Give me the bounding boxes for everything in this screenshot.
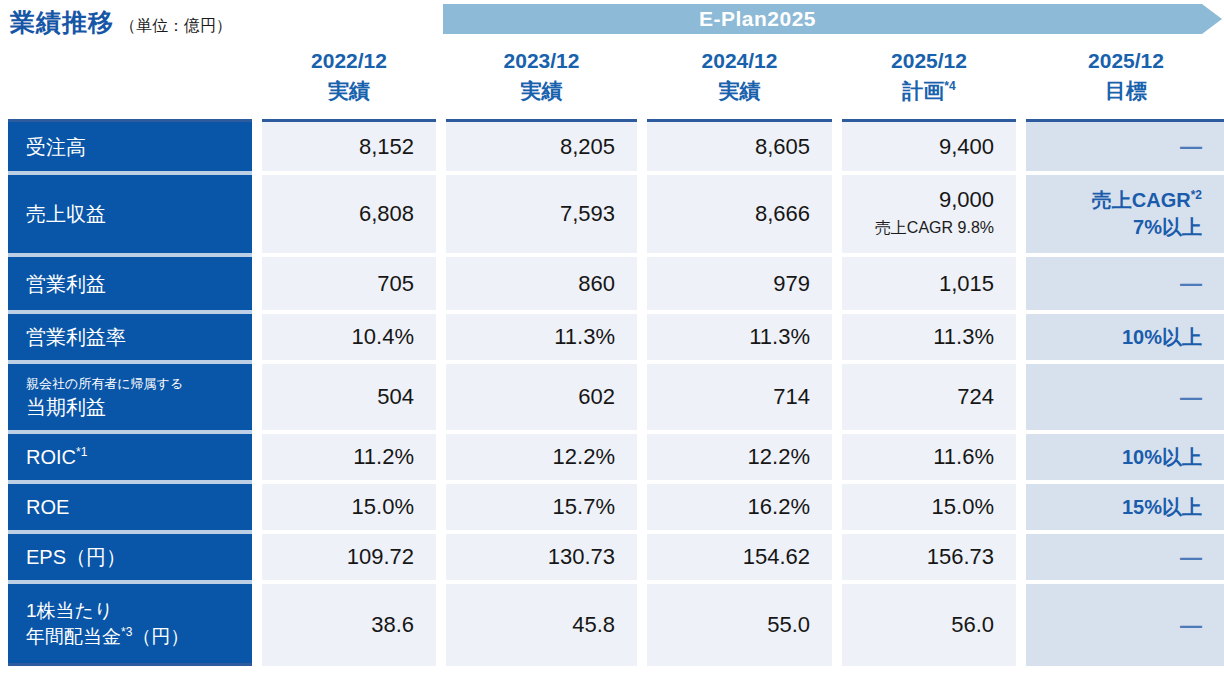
performance-table: 2022/12 実績 2023/12 実績 2024/12 実績 2025/12… xyxy=(8,44,1224,666)
row-op-profit-label: 営業利益 xyxy=(8,257,252,310)
cell-roe-2022: 15.0% xyxy=(262,484,436,530)
row-orders-label: 受注高 xyxy=(8,119,252,171)
cell-op-margin-2024: 11.3% xyxy=(647,314,832,360)
column-header-2022-actual: 2022/12 実績 xyxy=(262,44,436,115)
column-header-2025-plan: 2025/12 計画*4 xyxy=(842,44,1016,115)
cell-dividend-2024: 55.0 xyxy=(647,584,832,666)
cell-roe-2023: 15.7% xyxy=(446,484,637,530)
cell-roe-plan: 15.0% xyxy=(842,484,1016,530)
cell-net-income-target: — xyxy=(1026,364,1224,430)
cell-orders-target: — xyxy=(1026,119,1224,171)
cell-revenue-plan: 9,000 売上CAGR 9.8% xyxy=(842,175,1016,253)
cell-op-margin-plan: 11.3% xyxy=(842,314,1016,360)
cell-dividend-plan: 56.0 xyxy=(842,584,1016,666)
title-text: 業績推移 xyxy=(10,6,114,39)
cell-op-profit-target: — xyxy=(1026,257,1224,310)
cell-dividend-target: — xyxy=(1026,584,1224,666)
cell-op-profit-2022: 705 xyxy=(262,257,436,310)
row-op-margin-label: 営業利益率 xyxy=(8,314,252,360)
column-header-2025-target: 2025/12 目標 xyxy=(1026,44,1224,115)
cell-op-profit-2023: 860 xyxy=(446,257,637,310)
cell-op-profit-plan: 1,015 xyxy=(842,257,1016,310)
cell-orders-plan: 9,400 xyxy=(842,119,1016,171)
header-corner-spacer xyxy=(8,44,252,115)
cell-orders-2024: 8,605 xyxy=(647,119,832,171)
cell-net-income-plan: 724 xyxy=(842,364,1016,430)
cell-orders-2023: 8,205 xyxy=(446,119,637,171)
cell-roic-2024: 12.2% xyxy=(647,434,832,480)
cell-roe-target: 15%以上 xyxy=(1026,484,1224,530)
cell-roic-plan: 11.6% xyxy=(842,434,1016,480)
cell-eps-2024: 154.62 xyxy=(647,534,832,580)
column-header-2024-actual: 2024/12 実績 xyxy=(647,44,832,115)
cell-op-profit-2024: 979 xyxy=(647,257,832,310)
cell-orders-2022: 8,152 xyxy=(262,119,436,171)
row-dividend-label: 1株当たり 年間配当金*3（円） xyxy=(8,584,252,666)
cell-revenue-target: 売上CAGR*2 7%以上 xyxy=(1026,175,1224,253)
row-roe-label: ROE xyxy=(8,484,252,530)
cell-eps-2022: 109.72 xyxy=(262,534,436,580)
row-eps-label: EPS（円） xyxy=(8,534,252,580)
cell-op-margin-2022: 10.4% xyxy=(262,314,436,360)
performance-slide: 業績推移 （単位：億円） E-Plan2025 2022/12 実績 2023/… xyxy=(0,0,1224,677)
cell-eps-plan: 156.73 xyxy=(842,534,1016,580)
cell-op-margin-2023: 11.3% xyxy=(446,314,637,360)
column-header-2023-actual: 2023/12 実績 xyxy=(446,44,637,115)
cell-roic-2022: 11.2% xyxy=(262,434,436,480)
net-income-label-note: 親会社の所有者に帰属する xyxy=(26,375,252,392)
cell-roic-target: 10%以上 xyxy=(1026,434,1224,480)
cell-revenue-2024: 8,666 xyxy=(647,175,832,253)
cell-eps-target: — xyxy=(1026,534,1224,580)
cell-dividend-2022: 38.6 xyxy=(262,584,436,666)
eplan-banner-arrow: E-Plan2025 xyxy=(443,4,1222,34)
page-title: 業績推移 （単位：億円） xyxy=(10,6,232,39)
cell-op-margin-target: 10%以上 xyxy=(1026,314,1224,360)
cell-roe-2024: 16.2% xyxy=(647,484,832,530)
title-unit: （単位：億円） xyxy=(120,16,232,37)
row-revenue-label: 売上収益 xyxy=(8,175,252,253)
cell-roic-2023: 12.2% xyxy=(446,434,637,480)
eplan-banner-label: E-Plan2025 xyxy=(699,7,816,31)
row-net-income-label: 親会社の所有者に帰属する 当期利益 xyxy=(8,364,252,430)
cell-net-income-2024: 714 xyxy=(647,364,832,430)
cell-revenue-2023: 7,593 xyxy=(446,175,637,253)
cell-revenue-2022: 6,808 xyxy=(262,175,436,253)
cell-net-income-2022: 504 xyxy=(262,364,436,430)
cell-net-income-2023: 602 xyxy=(446,364,637,430)
cell-dividend-2023: 45.8 xyxy=(446,584,637,666)
cell-eps-2023: 130.73 xyxy=(446,534,637,580)
revenue-plan-cagr-note: 売上CAGR 9.8% xyxy=(875,215,994,241)
row-roic-label: ROIC*1 xyxy=(8,434,252,480)
